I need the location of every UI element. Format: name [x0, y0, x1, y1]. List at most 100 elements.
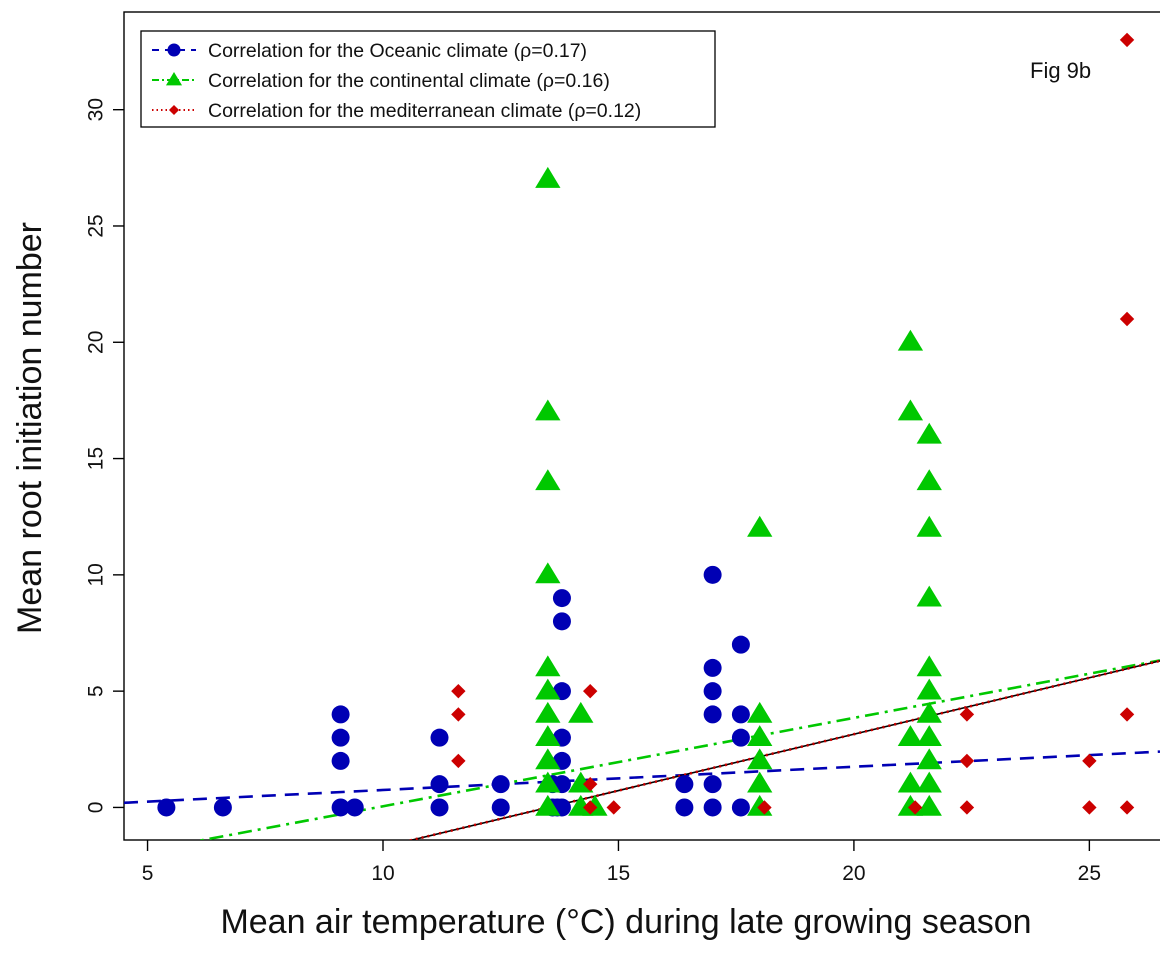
- plot-border: [123, 11, 1160, 841]
- data-point: [675, 798, 694, 817]
- y-tick-label: 20: [85, 331, 108, 354]
- y-tick-label: 0: [85, 802, 108, 814]
- data-point: [535, 794, 561, 816]
- data-point: [916, 655, 942, 677]
- data-point: [331, 751, 350, 770]
- data-point: [345, 798, 364, 817]
- data-point: [916, 585, 942, 607]
- x-tick-label: 5: [142, 862, 154, 885]
- data-point: [916, 748, 942, 770]
- data-point: [157, 798, 176, 817]
- data-point: [583, 800, 598, 815]
- data-point: [703, 775, 722, 794]
- fit-line: [124, 750, 1160, 805]
- data-point: [747, 515, 773, 537]
- data-point: [535, 166, 561, 188]
- data-point: [703, 682, 722, 701]
- legend-label: Correlation for the mediterranean climat…: [208, 100, 641, 122]
- data-point: [331, 705, 350, 724]
- data-point: [959, 707, 975, 722]
- data-point: [897, 329, 924, 351]
- x-tick-label: 15: [607, 862, 630, 885]
- legend-marker: [167, 43, 181, 57]
- data-point: [430, 728, 449, 747]
- data-point: [916, 725, 942, 747]
- data-point: [907, 800, 923, 815]
- data-point: [491, 798, 510, 817]
- data-point: [747, 771, 773, 793]
- data-point: [747, 725, 773, 747]
- figure-annotation: Fig 9b: [1030, 58, 1091, 83]
- data-point: [731, 728, 750, 747]
- data-point: [916, 794, 942, 816]
- data-point: [430, 775, 449, 794]
- data-point: [213, 798, 232, 817]
- data-points: [157, 32, 1135, 817]
- legend-label: Correlation for the continental climate …: [208, 70, 610, 92]
- data-point: [916, 515, 942, 537]
- data-point: [731, 705, 750, 724]
- data-point: [703, 705, 722, 724]
- data-point: [731, 635, 750, 654]
- data-point: [897, 725, 924, 747]
- data-point: [535, 399, 561, 421]
- data-point: [675, 775, 694, 794]
- data-point: [897, 771, 924, 793]
- data-point: [1119, 32, 1135, 48]
- legend-entries: Correlation for the Oceanic climate (ρ=0…: [152, 40, 641, 122]
- data-point: [703, 798, 722, 817]
- data-point: [747, 748, 773, 770]
- data-point: [1119, 800, 1135, 815]
- data-point: [916, 701, 942, 723]
- data-point: [535, 701, 561, 723]
- data-point: [959, 753, 975, 769]
- data-point: [703, 565, 722, 584]
- legend-marker: [168, 104, 180, 116]
- data-point: [331, 798, 350, 817]
- data-point: [897, 399, 924, 421]
- data-point: [583, 683, 598, 699]
- data-point: [430, 798, 449, 817]
- data-point: [535, 678, 561, 700]
- data-point: [1082, 753, 1097, 769]
- y-tick-label: 25: [85, 214, 108, 237]
- data-point: [535, 771, 561, 793]
- data-point: [916, 678, 942, 700]
- y-axis-title: Mean root initiation number: [11, 222, 49, 634]
- data-point: [606, 800, 621, 815]
- legend: Correlation for the Oceanic climate (ρ=0…: [140, 30, 716, 128]
- legend-label: Correlation for the Oceanic climate (ρ=0…: [208, 40, 587, 62]
- data-point: [535, 562, 561, 584]
- data-point: [757, 800, 772, 815]
- y-tick-label: 30: [85, 98, 108, 121]
- legend-marker: [165, 72, 183, 86]
- fit-lines: [124, 659, 1160, 840]
- data-point: [959, 800, 975, 815]
- data-point: [535, 725, 561, 747]
- data-point: [1119, 707, 1135, 722]
- data-point: [451, 753, 466, 769]
- plot-frame: [123, 11, 1160, 841]
- y-tick-label: 10: [85, 563, 108, 586]
- y-tick-label: 5: [85, 685, 108, 697]
- data-point: [552, 589, 571, 608]
- legend-box: [140, 30, 716, 128]
- x-tick-label: 20: [842, 862, 865, 885]
- data-point: [535, 748, 561, 770]
- data-point: [747, 701, 773, 723]
- fit-line-black: [408, 660, 1160, 840]
- data-point: [331, 728, 350, 747]
- data-point: [583, 776, 598, 792]
- data-point: [731, 798, 750, 817]
- fit-line: [196, 659, 1160, 840]
- data-point: [552, 612, 571, 631]
- axes: 5 10 15 20 25 0 5 10 15 20 25 30: [85, 98, 1102, 885]
- data-point: [535, 469, 561, 491]
- data-point: [1119, 311, 1135, 327]
- data-point: [916, 771, 942, 793]
- data-point: [491, 775, 510, 794]
- data-point: [568, 701, 594, 723]
- data-point: [535, 655, 561, 677]
